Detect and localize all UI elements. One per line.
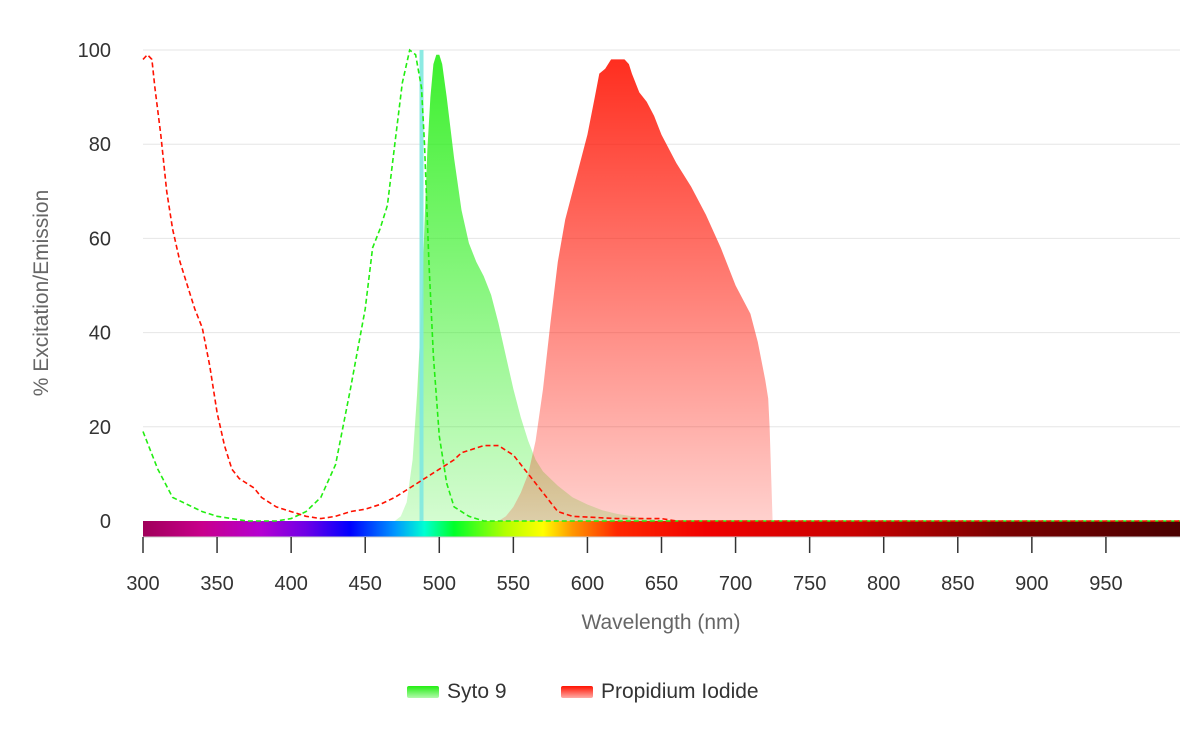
y-tick-label: 60 xyxy=(89,228,111,250)
y-tick-label: 20 xyxy=(89,417,111,439)
x-tick-label: 600 xyxy=(571,573,604,595)
x-tick-label: 850 xyxy=(941,573,974,595)
legend-label: Syto 9 xyxy=(447,680,507,703)
y-axis-title: % Excitation/Emission xyxy=(30,190,53,397)
emission-area-propidium-iodide xyxy=(498,59,773,522)
y-tick-label: 80 xyxy=(89,134,111,156)
y-tick-label: 0 xyxy=(100,511,111,533)
y-tick-label: 40 xyxy=(89,323,111,345)
x-tick-label: 700 xyxy=(719,573,752,595)
x-tick-label: 800 xyxy=(867,573,900,595)
legend: Syto 9 Propidium Iodide xyxy=(407,680,759,703)
x-axis-title: Wavelength (nm) xyxy=(581,611,740,634)
excitation-line-syto-9 xyxy=(142,48,1180,522)
spectrum-bar xyxy=(143,521,1180,537)
emission-areas xyxy=(394,54,773,522)
emission-area-syto-9 xyxy=(394,54,677,521)
excitation-line-propidium-iodide xyxy=(142,53,1180,522)
legend-swatch xyxy=(561,686,593,698)
x-tick-label: 900 xyxy=(1015,573,1048,595)
x-tick-label: 650 xyxy=(645,573,678,595)
x-tick-label: 450 xyxy=(349,573,382,595)
axes: 0 20 40 60 80 100 300 350 400 450 500 550 600 650 700 7… xyxy=(78,40,1180,595)
legend-label: Propidium Iodide xyxy=(601,680,759,703)
x-tick-label: 550 xyxy=(497,573,530,595)
y-tick-label: 100 xyxy=(78,40,111,62)
x-tick-label: 750 xyxy=(793,573,826,595)
wavelength-spectrum-bar xyxy=(143,521,1180,537)
excitation-lines xyxy=(142,48,1180,522)
x-tick-label: 350 xyxy=(200,573,233,595)
legend-swatch xyxy=(407,686,439,698)
x-tick-label: 950 xyxy=(1089,573,1122,595)
x-tick-label: 500 xyxy=(423,573,456,595)
x-tick-label: 400 xyxy=(274,573,307,595)
x-tick-label: 300 xyxy=(126,573,159,595)
